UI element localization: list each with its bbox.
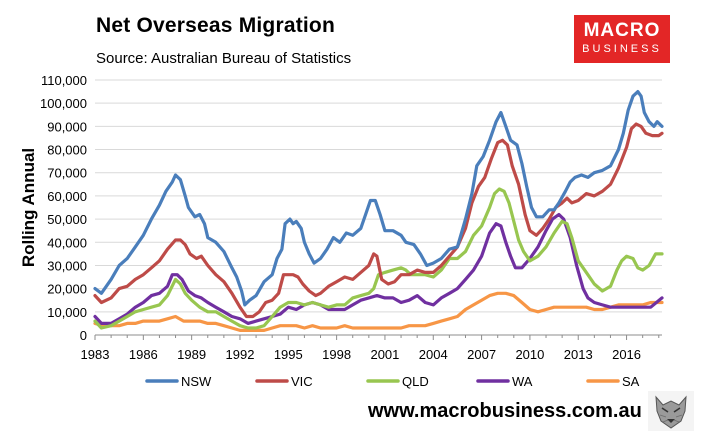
x-tick-label: 2007 xyxy=(467,347,496,362)
website-url: www.macrobusiness.com.au xyxy=(368,400,642,422)
y-tick-label: 10,000 xyxy=(47,305,87,320)
axes: 0 10,000 20,000 30,000 40,000 50,000 60,000 70,… xyxy=(19,73,662,362)
x-tick-label: 2001 xyxy=(370,347,399,362)
legend-label-qld: QLD xyxy=(402,374,429,389)
x-tick-label: 1989 xyxy=(177,347,206,362)
y-tick-label: 110,000 xyxy=(41,73,87,88)
series-line-qld xyxy=(93,187,664,330)
legend-label-sa: SA xyxy=(622,374,640,389)
logo-line-1: MACRO xyxy=(583,20,661,41)
legend: NSW VIC QLD WA SA xyxy=(145,374,640,389)
y-tick-label: 0 xyxy=(80,328,87,343)
y-tick-label: 20,000 xyxy=(47,282,87,297)
x-tick-label: 2016 xyxy=(612,347,641,362)
x-tick-label: 2013 xyxy=(564,347,593,362)
series-lines xyxy=(93,90,664,332)
y-tick-label: 80,000 xyxy=(47,143,87,158)
legend-label-nsw: NSW xyxy=(181,374,212,389)
y-tick-label: 30,000 xyxy=(47,258,87,273)
x-tick-label: 2010 xyxy=(515,347,544,362)
x-tick-label: 1998 xyxy=(322,347,351,362)
y-tick-label: 70,000 xyxy=(47,166,87,181)
logo-line-2: BUSINESS xyxy=(582,43,662,55)
series-line-sa xyxy=(93,291,664,332)
gridlines xyxy=(95,79,662,313)
x-tick-label: 1992 xyxy=(226,347,255,362)
legend-label-wa: WA xyxy=(512,374,533,389)
legend-label-vic: VIC xyxy=(291,374,313,389)
wolf-mascot-icon xyxy=(648,391,694,431)
x-tick-label: 1983 xyxy=(81,347,110,362)
chart-title: Net Overseas Migration xyxy=(96,14,335,37)
series-line-nsw xyxy=(93,90,664,307)
y-tick-label: 50,000 xyxy=(47,212,87,227)
y-tick-label: 100,000 xyxy=(40,96,87,111)
y-axis-label: Rolling Annual xyxy=(19,148,38,267)
x-tick-label: 1986 xyxy=(129,347,158,362)
y-tick-label: 90,000 xyxy=(47,119,87,134)
series-line-vic xyxy=(93,122,664,319)
y-tick-label: 40,000 xyxy=(47,235,87,250)
y-tick-label: 60,000 xyxy=(47,189,87,204)
x-tick-label: 2004 xyxy=(419,347,448,362)
x-tick-label: 1995 xyxy=(274,347,303,362)
macrobusiness-logo: MACRO BUSINESS xyxy=(574,15,670,63)
chart-subtitle: Source: Australian Bureau of Statistics xyxy=(96,50,352,67)
